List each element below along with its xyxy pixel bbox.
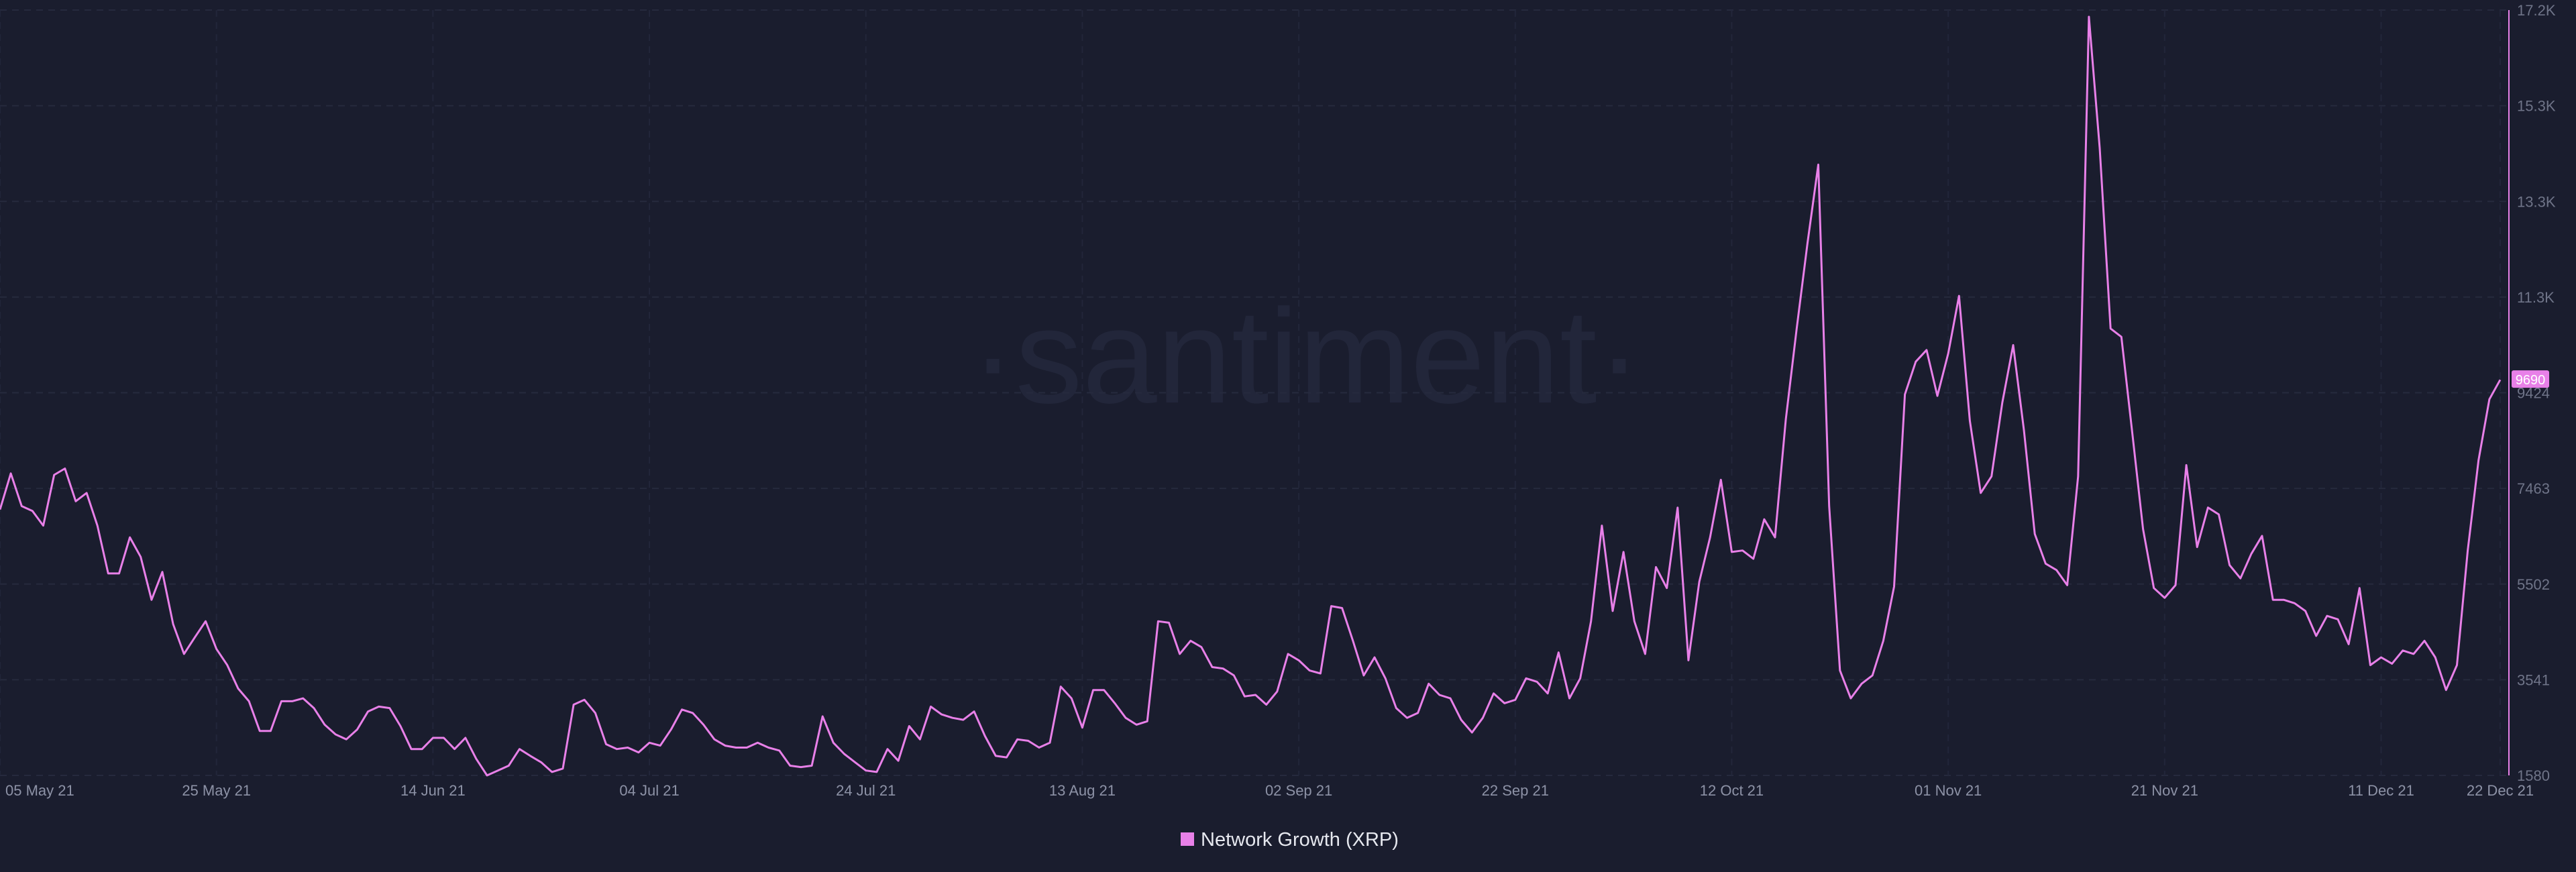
last-value-label: 9690	[2516, 373, 2546, 388]
legend-label: Network Growth (XRP)	[1201, 829, 1399, 851]
x-tick-label: 12 Oct 21	[1700, 782, 1764, 799]
x-tick-label: 21 Nov 21	[2131, 782, 2198, 799]
legend-swatch	[1181, 832, 1194, 846]
watermark: ·santiment·	[971, 282, 1642, 431]
x-tick-label: 04 Jul 21	[619, 782, 679, 799]
y-tick-label: 17.2K	[2517, 2, 2556, 19]
x-tick-label: 22 Dec 21	[2467, 782, 2534, 799]
y-tick-label: 15.3K	[2517, 98, 2556, 115]
x-tick-label: 24 Jul 21	[836, 782, 896, 799]
x-tick-label: 11 Dec 21	[2348, 782, 2414, 799]
x-tick-label: 13 Aug 21	[1049, 782, 1116, 799]
last-value-badge	[2512, 370, 2549, 388]
x-tick-label: 22 Sep 21	[1482, 782, 1549, 799]
x-tick-label: 05 May 21	[5, 782, 74, 799]
y-tick-label: 11.3K	[2517, 289, 2555, 306]
data-line	[0, 15, 2502, 777]
y-tick-label: 7463	[2517, 480, 2550, 497]
y-tick-label: 13.3K	[2517, 193, 2556, 210]
y-tick-label: 3541	[2517, 671, 2550, 688]
x-tick-label: 02 Sep 21	[1265, 782, 1332, 799]
x-tick-label: 01 Nov 21	[1915, 782, 1982, 799]
x-tick-label: 14 Jun 21	[400, 782, 466, 799]
y-tick-label: 5502	[2517, 576, 2550, 593]
x-tick-label: 25 May 21	[182, 782, 251, 799]
y-tick-label: 1580	[2517, 767, 2550, 784]
